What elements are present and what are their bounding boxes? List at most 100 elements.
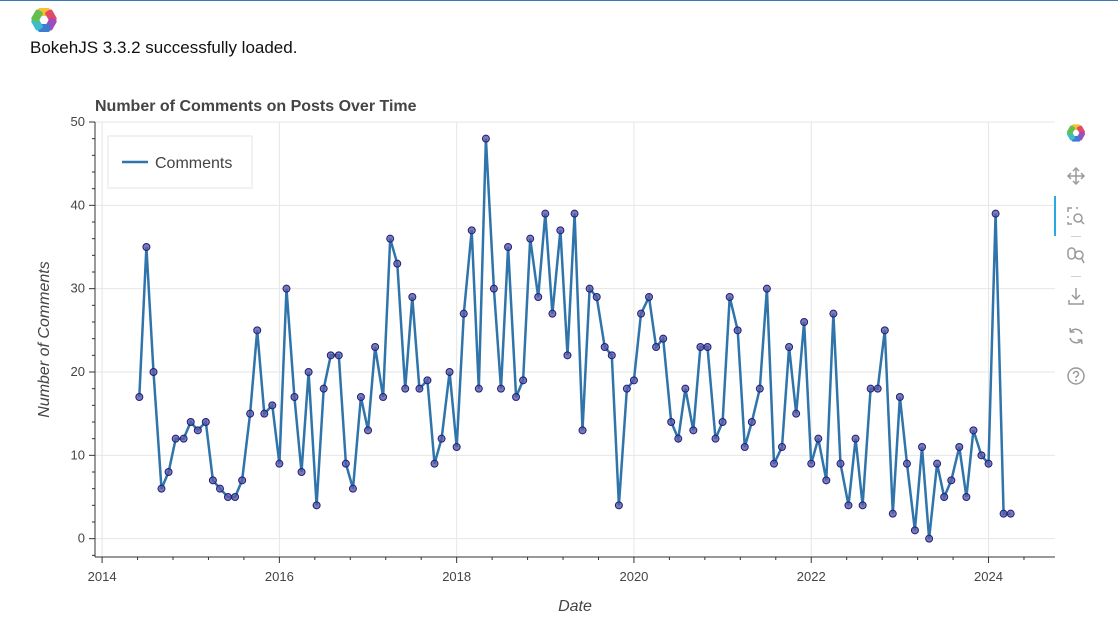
y-tick-label: 10 [71, 447, 85, 462]
data-point [208, 476, 217, 485]
data-point [792, 409, 801, 418]
data-point [910, 526, 919, 535]
data-point [563, 351, 572, 360]
bokeh-logo-icon [31, 8, 57, 32]
legend-label: Comments [155, 155, 232, 172]
data-point [231, 493, 240, 501]
data-point [290, 393, 299, 401]
data-point [895, 393, 904, 401]
data-point [534, 293, 543, 301]
reset-tool-button[interactable] [1063, 323, 1089, 349]
data-point [430, 459, 439, 468]
data-point [238, 476, 247, 485]
data-point [585, 284, 594, 293]
data-point [844, 501, 853, 510]
data-point [807, 459, 816, 468]
data-point [681, 384, 690, 393]
data-point [614, 501, 623, 510]
data-point [171, 434, 180, 443]
data-point [179, 434, 188, 443]
data-point [541, 209, 550, 218]
notebook-top-border [0, 0, 1118, 1]
y-axis-label: Number of Comments [36, 261, 53, 418]
data-point [645, 293, 654, 301]
box-zoom-icon [1067, 207, 1085, 225]
x-tick-label: 2024 [974, 569, 1003, 584]
data-point [866, 384, 875, 393]
data-point [902, 459, 911, 468]
data-point [814, 434, 823, 443]
data-point [268, 401, 277, 410]
data-point [770, 459, 779, 468]
data-point [822, 476, 831, 485]
data-point [142, 243, 151, 251]
data-point [437, 434, 446, 443]
data-point [223, 493, 232, 501]
data-point [955, 443, 964, 451]
data-point [512, 393, 521, 401]
help-tool-button[interactable] [1063, 363, 1089, 389]
data-point [334, 351, 343, 360]
toolbar-separator [1071, 276, 1081, 277]
data-point [592, 293, 601, 301]
data-point [246, 409, 255, 418]
x-tick-label: 2014 [88, 569, 117, 584]
wheel-zoom-icon [1067, 247, 1085, 264]
data-point [711, 434, 720, 443]
wheel-zoom-tool-button[interactable] [1063, 243, 1089, 269]
data-point [408, 293, 417, 301]
data-point [504, 243, 513, 251]
data-point [873, 384, 882, 393]
data-point [401, 384, 410, 393]
data-point [762, 284, 771, 293]
data-point [888, 509, 897, 518]
save-icon [1068, 288, 1084, 305]
pan-icon [1066, 166, 1086, 186]
data-point [622, 384, 631, 393]
data-point [326, 351, 335, 360]
data-point [962, 493, 971, 501]
data-point [747, 418, 756, 426]
data-point [880, 326, 889, 335]
data-point [371, 343, 380, 351]
data-point [548, 309, 557, 318]
data-point [1006, 509, 1015, 518]
save-tool-button[interactable] [1063, 283, 1089, 309]
data-point [423, 376, 432, 385]
bokeh-logo-icon [1066, 124, 1086, 142]
y-tick-label: 40 [71, 197, 85, 212]
plot-toolbar [1054, 118, 1094, 398]
reset-icon [1069, 327, 1083, 345]
data-point [282, 284, 291, 293]
y-tick-label: 0 [78, 531, 85, 546]
toolbar-logo[interactable] [1063, 120, 1089, 146]
data-point [215, 484, 224, 493]
data-point [415, 384, 424, 393]
x-tick-label: 2022 [797, 569, 826, 584]
data-point [733, 326, 742, 335]
data-point [755, 384, 764, 393]
data-point [297, 468, 306, 476]
data-point [193, 426, 202, 435]
data-point [452, 443, 461, 451]
box-zoom-tool-button[interactable] [1063, 203, 1089, 229]
data-point [629, 376, 638, 385]
data-point [918, 443, 927, 451]
y-tick-label: 20 [71, 364, 85, 379]
data-point [667, 418, 676, 426]
x-axis-ticks: 2014 2016 2018 2020 2022 2024 [88, 557, 1025, 584]
y-axis-ticks: 0 10 20 30 40 50 [71, 114, 95, 556]
data-point [940, 493, 949, 501]
data-point [570, 209, 579, 218]
data-point [696, 343, 705, 351]
data-point [999, 509, 1008, 518]
data-point [785, 343, 794, 351]
data-point [969, 426, 978, 435]
x-axis-label: Date [558, 598, 592, 615]
data-point [674, 434, 683, 443]
data-point [519, 376, 528, 385]
pan-tool-button[interactable] [1063, 163, 1089, 189]
y-tick-label: 30 [71, 281, 85, 296]
data-point [689, 426, 698, 435]
data-point [186, 418, 195, 426]
